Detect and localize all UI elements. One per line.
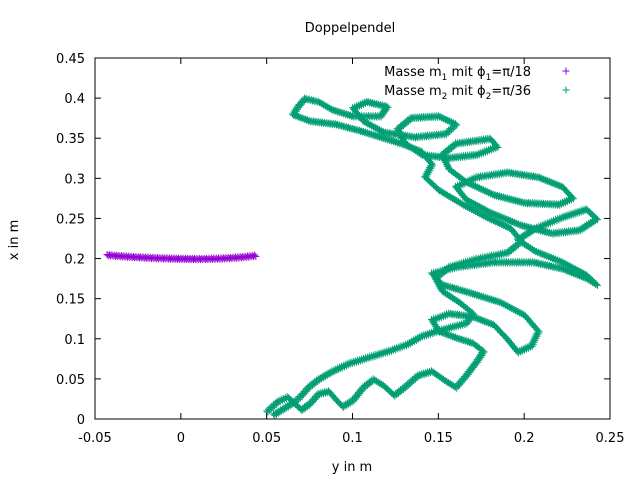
legend-m2-prefix: Masse m — [384, 84, 442, 99]
legend-m1-phi-sub: 1 — [486, 73, 492, 83]
legend-m1-phi: ϕ — [477, 65, 486, 80]
legend-marker-plus — [562, 86, 570, 94]
legend-marker-plus — [562, 67, 570, 75]
y-tick-label: 0.3 — [64, 172, 85, 187]
legend-m2-phi: ϕ — [477, 84, 486, 99]
y-tick-label: 0.25 — [56, 212, 85, 227]
x-tick-label: -0.05 — [78, 431, 112, 446]
y-tick-label: 0.15 — [56, 293, 85, 308]
x-tick-label: 0 — [177, 431, 185, 446]
legend-m1-sub: 1 — [442, 73, 448, 83]
chart-title: Doppelpendel — [305, 21, 395, 36]
y-tick-label: 0 — [77, 413, 85, 428]
legend-marker-m1 — [562, 67, 570, 75]
legend-m2-mid: mit — [447, 84, 477, 99]
x-axis-label: y in m — [332, 460, 372, 475]
y-axis-label: x in m — [7, 220, 22, 260]
legend-m1-suffix: =π/18 — [491, 65, 531, 80]
series-1 — [103, 251, 260, 264]
legend-m1-mid: mit — [447, 65, 477, 80]
legend-marker-m2 — [562, 86, 570, 94]
legend-entry-m1: Masse m1 mit ϕ1=π/18 — [384, 65, 531, 83]
x-tick-label: 0.25 — [596, 431, 625, 446]
x-tick-label: 0.05 — [252, 431, 281, 446]
data-point — [270, 410, 278, 418]
legend-m2-suffix: =π/36 — [491, 84, 531, 99]
legend-m2-sub: 2 — [442, 92, 448, 102]
data-point — [271, 411, 279, 419]
legend-entry-m2: Masse m2 mit ϕ2=π/36 — [384, 84, 531, 102]
y-tick-label: 0.45 — [56, 52, 85, 67]
y-tick-label: 0.4 — [64, 92, 85, 107]
data-point — [252, 252, 260, 260]
legend-m1-prefix: Masse m — [384, 65, 442, 80]
y-tick-label: 0.2 — [64, 253, 85, 268]
series-layer — [103, 94, 601, 419]
y-tick-label: 0.05 — [56, 373, 85, 388]
series-2 — [263, 94, 601, 419]
y-tick-label: 0.1 — [64, 333, 85, 348]
x-tick-label: 0.1 — [342, 431, 363, 446]
data-point — [251, 251, 259, 259]
ticks-layer: -0.05 0 0.05 0.1 0.15 0.2 0.25 0 0.05 0.1 0.15 0.2 0… — [56, 52, 624, 446]
x-tick-label: 0.15 — [424, 431, 453, 446]
y-tick-label: 0.35 — [56, 132, 85, 147]
x-tick-label: 0.2 — [514, 431, 535, 446]
legend-m2-phi-sub: 2 — [486, 92, 492, 102]
legend: Masse m1 mit ϕ1=π/18 Masse m2 mit ϕ2=π/3… — [384, 65, 570, 102]
